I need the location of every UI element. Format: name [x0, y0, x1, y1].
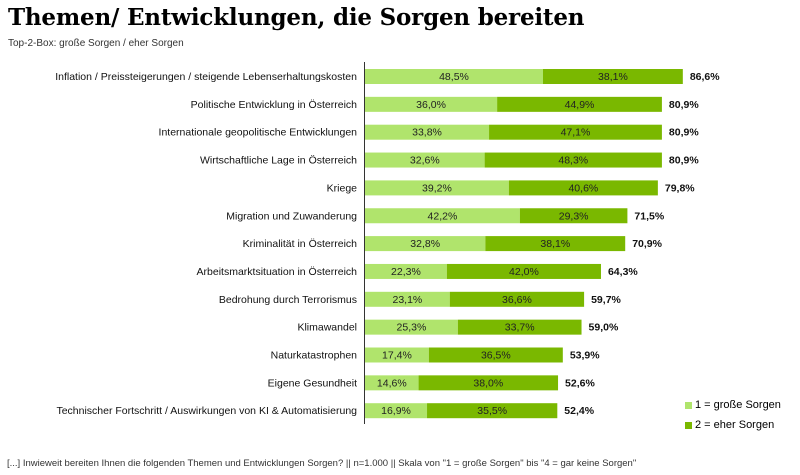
bar-segment-grosse-sorgen	[365, 291, 450, 307]
data-label-eher-sorgen: 33,7%	[505, 322, 535, 334]
data-label-eher-sorgen: 47,1%	[561, 127, 591, 139]
total-label: 52,4%	[564, 405, 594, 417]
category-label: Eigene Gesundheit	[268, 377, 357, 389]
bar-segment-grosse-sorgen	[365, 69, 543, 84]
bar-segment-eher-sorgen	[449, 291, 585, 307]
legend-label-series2: 2 = eher Sorgen	[695, 419, 775, 431]
bar-segment-eher-sorgen	[489, 124, 662, 140]
data-label-grosse-sorgen: 14,6%	[377, 377, 407, 389]
bar-segment-grosse-sorgen	[365, 236, 486, 252]
data-label-eher-sorgen: 40,6%	[568, 182, 598, 194]
data-label-grosse-sorgen: 23,1%	[392, 294, 422, 306]
legend-item-grosse-sorgen: 1 = große Sorgen	[685, 395, 781, 415]
bar-segment-eher-sorgen	[485, 236, 626, 252]
legend: 1 = große Sorgen 2 = eher Sorgen	[685, 395, 781, 435]
bar-segment-eher-sorgen	[497, 96, 662, 112]
total-label: 70,9%	[632, 238, 662, 250]
bar-segment-grosse-sorgen	[365, 96, 498, 112]
bar-segment-eher-sorgen	[418, 375, 559, 391]
bar-segment-grosse-sorgen	[365, 208, 520, 224]
data-label-eher-sorgen: 38,0%	[473, 377, 503, 389]
category-label: Internationale geopolitische Entwicklung…	[159, 127, 358, 139]
bar-segment-grosse-sorgen	[365, 347, 429, 363]
bar-segment-grosse-sorgen	[365, 403, 428, 419]
legend-item-eher-sorgen: 2 = eher Sorgen	[685, 415, 781, 435]
data-label-grosse-sorgen: 42,2%	[428, 210, 458, 222]
data-label-eher-sorgen: 44,9%	[565, 99, 595, 111]
data-label-eher-sorgen: 29,3%	[559, 210, 589, 222]
category-label: Politische Entwicklung in Österreich	[191, 99, 357, 111]
category-label: Technischer Fortschritt / Auswirkungen v…	[56, 405, 357, 417]
chart-title: Themen/ Entwicklungen, die Sorgen bereit…	[8, 4, 585, 31]
bar-segment-grosse-sorgen	[365, 124, 490, 140]
data-label-eher-sorgen: 35,5%	[477, 405, 507, 417]
category-label: Migration und Zuwanderung	[226, 210, 357, 222]
legend-label-series1: 1 = große Sorgen	[695, 399, 781, 411]
category-label: Inflation / Preissteigerungen / steigend…	[55, 71, 357, 83]
footer-note: [...] Inwieweit bereiten Ihnen die folge…	[7, 458, 637, 469]
chart-subtitle: Top-2-Box: große Sorgen / eher Sorgen	[8, 38, 184, 49]
data-label-grosse-sorgen: 32,6%	[410, 155, 440, 167]
data-label-grosse-sorgen: 16,9%	[381, 405, 411, 417]
category-label: Kriege	[327, 182, 358, 194]
total-label: 59,7%	[591, 294, 621, 306]
category-label: Kriminalität in Österreich	[243, 238, 358, 250]
total-label: 80,9%	[669, 127, 699, 139]
bar-segment-eher-sorgen	[457, 319, 582, 335]
total-label: 86,6%	[690, 71, 720, 83]
data-label-grosse-sorgen: 17,4%	[382, 350, 412, 362]
data-label-eher-sorgen: 48,3%	[558, 155, 588, 167]
data-label-grosse-sorgen: 22,3%	[391, 266, 421, 278]
data-label-eher-sorgen: 36,5%	[481, 350, 511, 362]
bar-segment-eher-sorgen	[542, 69, 683, 84]
bar-segment-eher-sorgen	[508, 180, 658, 196]
total-label: 80,9%	[669, 155, 699, 167]
data-label-grosse-sorgen: 39,2%	[422, 182, 452, 194]
data-label-grosse-sorgen: 25,3%	[397, 322, 427, 334]
category-label: Bedrohung durch Terrorismus	[219, 294, 357, 306]
bar-segment-grosse-sorgen	[365, 152, 485, 168]
data-label-eher-sorgen: 42,0%	[509, 266, 539, 278]
data-label-grosse-sorgen: 32,8%	[410, 238, 440, 250]
legend-swatch-series2	[685, 421, 692, 429]
bar-segment-eher-sorgen	[446, 263, 601, 279]
total-label: 52,6%	[565, 377, 595, 389]
data-label-eher-sorgen: 38,1%	[598, 71, 628, 83]
bar-segment-eher-sorgen	[427, 403, 558, 419]
category-label: Wirtschaftliche Lage in Österreich	[200, 155, 357, 167]
bar-segment-grosse-sorgen	[365, 319, 458, 335]
bar-segment-eher-sorgen	[519, 208, 628, 224]
category-label: Naturkatastrophen	[271, 350, 358, 362]
data-label-grosse-sorgen: 33,8%	[412, 127, 442, 139]
legend-swatch-series1	[685, 401, 692, 409]
category-label: Arbeitsmarktsituation in Österreich	[197, 266, 358, 278]
total-label: 53,9%	[570, 350, 600, 362]
data-label-grosse-sorgen: 48,5%	[439, 71, 469, 83]
data-label-eher-sorgen: 38,1%	[540, 238, 570, 250]
data-label-eher-sorgen: 36,6%	[502, 294, 532, 306]
data-label-grosse-sorgen: 36,0%	[416, 99, 446, 111]
total-label: 80,9%	[669, 99, 699, 111]
total-label: 64,3%	[608, 266, 638, 278]
bars-layer: Inflation / Preissteigerungen / steigend…	[55, 69, 720, 419]
bar-segment-grosse-sorgen	[365, 375, 419, 391]
bar-segment-grosse-sorgen	[365, 263, 447, 279]
category-label: Klimawandel	[297, 322, 357, 334]
bar-segment-eher-sorgen	[484, 152, 662, 168]
total-label: 59,0%	[589, 322, 619, 334]
total-label: 71,5%	[634, 210, 664, 222]
bar-segment-eher-sorgen	[428, 347, 563, 363]
bar-segment-grosse-sorgen	[365, 180, 509, 196]
total-label: 79,8%	[665, 182, 695, 194]
